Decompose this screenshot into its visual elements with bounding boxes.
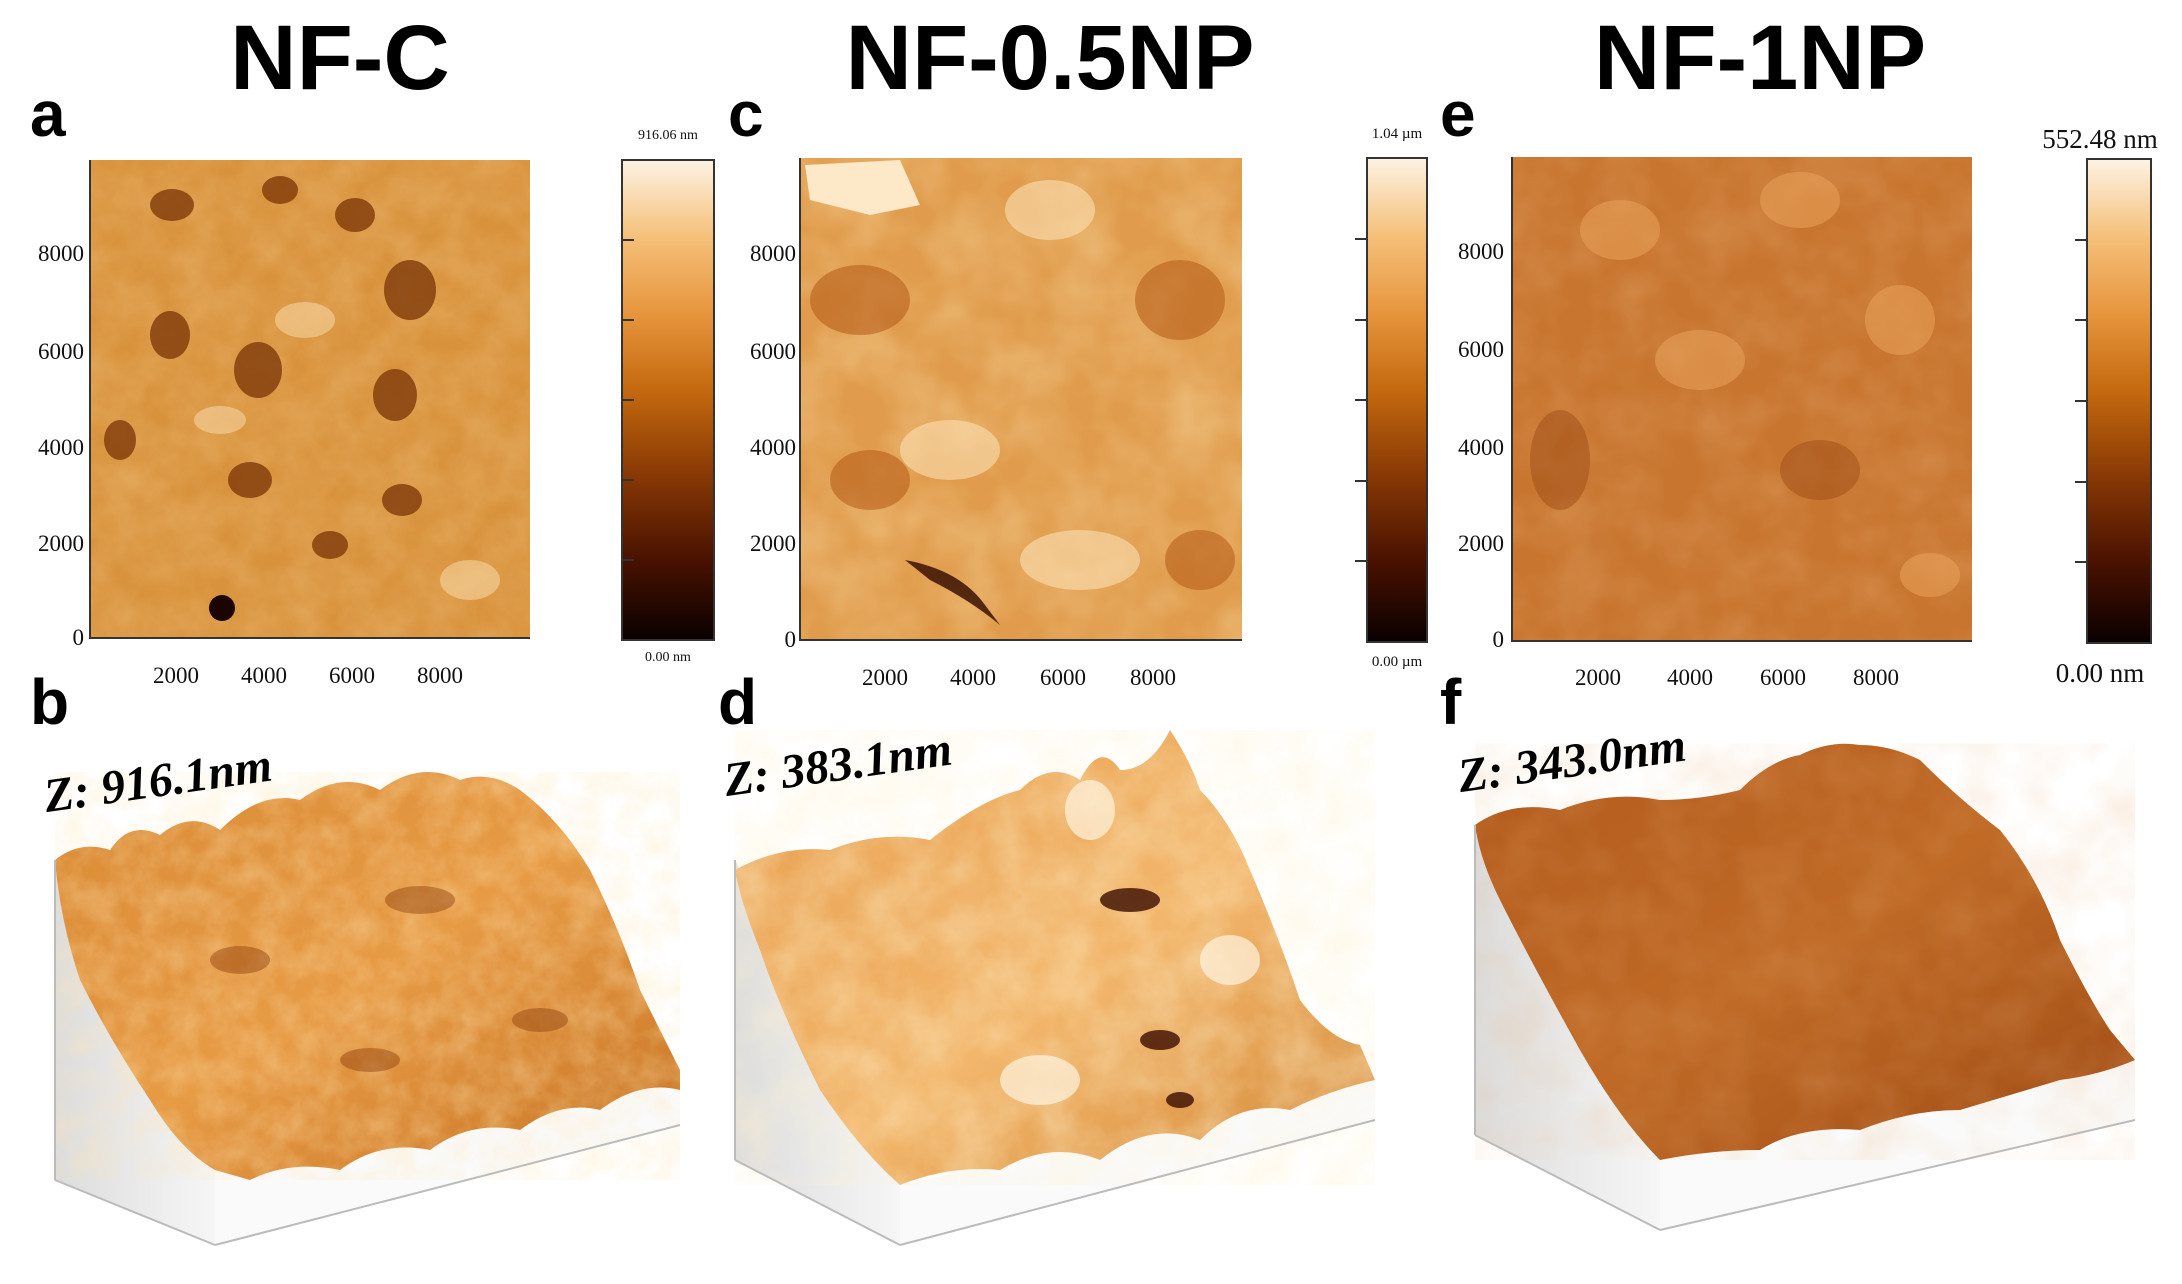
y-tick-e: 8000 — [1458, 239, 1504, 264]
colorbar-min-e: 0.00 nm — [2055, 658, 2145, 688]
panel-title-nfc: NF-C — [230, 7, 450, 109]
panel-letter-d: d — [718, 666, 758, 738]
colorbar-max-c: 1.04 µm — [1371, 126, 1423, 142]
map-axes — [89, 157, 1972, 642]
y-tick-a: 2000 — [38, 531, 84, 556]
panel-title-nf05np: NF-0.5NP — [845, 7, 1255, 109]
x-tick-c: 8000 — [1130, 665, 1176, 690]
x-tick-c: 2000 — [862, 665, 908, 690]
panel-letter-a: a — [30, 78, 66, 150]
colorbar-max-a: 916.06 nm — [638, 128, 698, 143]
y-tick-c: 4000 — [750, 435, 796, 460]
y-tick-a: 4000 — [38, 435, 84, 460]
panel-letter-e: e — [1440, 78, 1476, 150]
y-tick-c: 8000 — [750, 241, 796, 266]
y-tick-c: 0 — [784, 627, 797, 652]
x-tick-e: 2000 — [1575, 665, 1621, 690]
y-tick-c: 6000 — [750, 339, 796, 364]
afm-map-nfc — [90, 160, 530, 638]
panel-title-nf1np: NF-1NP — [1593, 7, 1927, 109]
afm-3d-surface-nf05np — [734, 730, 1376, 1246]
x-tick-c: 6000 — [1040, 665, 1086, 690]
y-tick-e: 4000 — [1458, 435, 1504, 460]
y-tick-e: 6000 — [1458, 337, 1504, 362]
x-tick-a: 4000 — [241, 663, 287, 688]
y-tick-a: 8000 — [38, 241, 84, 266]
panel-letter-b: b — [30, 666, 70, 738]
afm-map-nf1np — [1512, 157, 1972, 641]
x-tick-a: 8000 — [417, 663, 463, 688]
colorbar-max-e: 552.48 nm — [2042, 124, 2158, 154]
panel-letter-f: f — [1440, 666, 1462, 738]
colorbar-min-a: 0.00 nm — [645, 650, 691, 665]
colorbar-min-c: 0.00 µm — [1371, 654, 1423, 670]
x-tick-a: 6000 — [329, 663, 375, 688]
x-tick-a: 2000 — [153, 663, 199, 688]
afm-3d-surface-nfc — [54, 772, 681, 1246]
afm-map-nf05np — [800, 158, 1242, 640]
y-tick-a: 0 — [72, 625, 85, 650]
x-tick-c: 4000 — [950, 665, 996, 690]
y-tick-e: 0 — [1492, 627, 1505, 652]
colorbars — [621, 157, 2152, 644]
x-tick-e: 4000 — [1667, 665, 1713, 690]
x-tick-e: 8000 — [1853, 665, 1899, 690]
panel-letter-c: c — [728, 78, 764, 150]
y-tick-a: 6000 — [38, 339, 84, 364]
x-tick-e: 6000 — [1760, 665, 1806, 690]
y-tick-e: 2000 — [1458, 531, 1504, 556]
y-tick-c: 2000 — [750, 531, 796, 556]
afm-3d-surface-nf1np — [1474, 743, 2136, 1231]
